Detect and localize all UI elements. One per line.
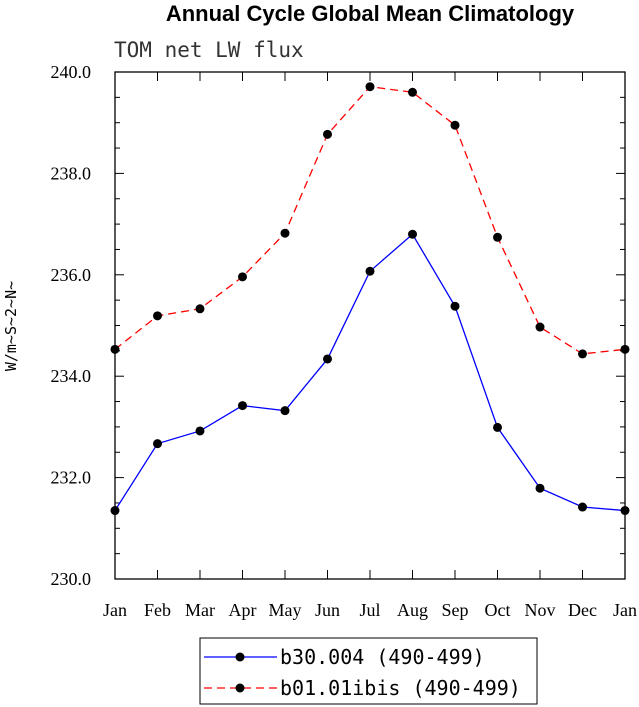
y-tick-label: 236.0: [51, 265, 92, 285]
data-point-series-2: [408, 87, 417, 97]
legend-label-series-1: b30.004 (490-499): [280, 645, 485, 669]
legend-label-series-2: b01.01ibis (490-499): [280, 676, 521, 700]
legend-box: [199, 637, 538, 705]
data-point-series-2: [153, 311, 162, 321]
y-tick-label: 232.0: [51, 468, 92, 488]
y-tick-label: 234.0: [51, 366, 92, 386]
chart-title: Annual Cycle Global Mean Climatology: [166, 1, 575, 26]
x-tick-label: Jan: [103, 600, 127, 620]
y-tick-label: 240.0: [51, 62, 92, 82]
x-tick-label: Jun: [315, 600, 340, 620]
data-point-series-2: [238, 272, 247, 282]
x-tick-label: Jan: [613, 600, 637, 620]
data-point-series-2: [493, 232, 502, 242]
data-point-series-1: [450, 301, 460, 311]
y-tick-label: 230.0: [51, 569, 92, 589]
x-tick-label: Nov: [525, 600, 556, 620]
x-tick-label: Jul: [359, 600, 380, 620]
data-point-series-1: [365, 266, 375, 276]
x-tick-label: Apr: [229, 600, 257, 620]
legend-marker-series-1: [235, 652, 245, 662]
data-point-series-1: [408, 229, 417, 239]
series-line-2: [114, 86, 626, 355]
data-point-series-1: [535, 483, 545, 493]
data-point-series-1: [110, 506, 120, 516]
chart-subtitle: TOM net LW flux: [114, 38, 304, 62]
x-tick-label: Sep: [442, 600, 469, 620]
data-point-series-2: [110, 344, 120, 354]
data-point-series-2: [450, 120, 460, 130]
x-tick-label: Aug: [397, 600, 428, 620]
plot-frame: [114, 71, 626, 580]
axes: 230.0 232.0 234.0 236.0 238.0 240.0 Jan Feb Mar A…: [51, 62, 638, 620]
data-point-series-2: [578, 349, 587, 359]
data-point-series-1: [493, 422, 502, 432]
x-tick-label: Oct: [485, 600, 511, 620]
y-tick-label: 238.0: [51, 163, 92, 183]
legend-marker-series-2: [235, 683, 245, 693]
data-point-series-1: [153, 439, 162, 449]
data-point-series-2: [365, 82, 375, 92]
y-axis-label: W/m~S~2~N~: [2, 281, 20, 371]
data-point-series-1: [620, 506, 630, 516]
data-point-series-1: [280, 406, 290, 416]
x-tick-label: Dec: [568, 600, 597, 620]
x-tick-label: Feb: [144, 600, 171, 620]
data-point-series-1: [238, 401, 247, 411]
x-tick-label: May: [269, 600, 302, 620]
data-point-series-2: [535, 322, 545, 332]
legend: b30.004 (490-499) b01.01ibis (490-499): [199, 637, 538, 705]
data-point-series-2: [323, 129, 332, 139]
data-point-series-1: [195, 426, 205, 436]
x-tick-label: Mar: [185, 600, 215, 620]
data-point-series-1: [323, 354, 332, 364]
data-point-series-2: [620, 344, 630, 354]
data-point-series-1: [578, 502, 587, 512]
data-point-series-2: [195, 304, 205, 314]
series-layer: [110, 82, 630, 516]
data-point-series-2: [280, 228, 290, 238]
